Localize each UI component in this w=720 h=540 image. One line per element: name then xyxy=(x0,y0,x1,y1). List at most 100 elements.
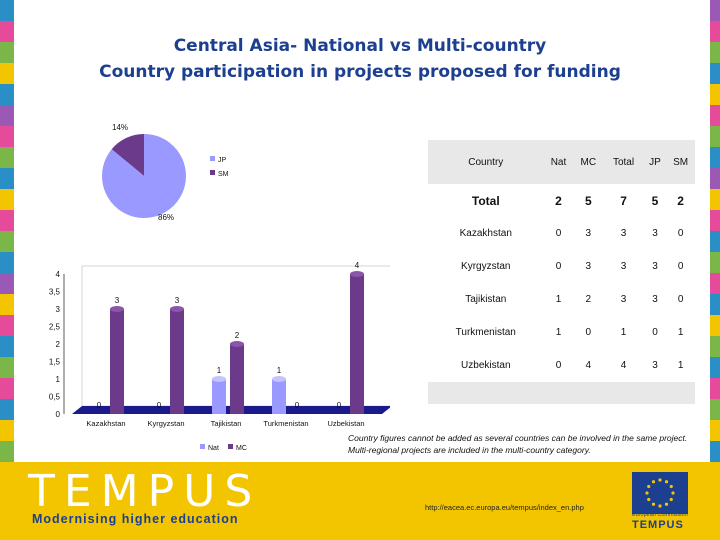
website-link[interactable]: http://eacea.ec.europa.eu/tempus/index_e… xyxy=(425,503,584,512)
eu-commission-label: European Commission xyxy=(632,512,688,518)
table-cell: 7 xyxy=(603,184,644,217)
table-cell: 0 xyxy=(666,283,695,316)
bar-legend-nat: Nat xyxy=(208,445,219,452)
table-cell: 1 xyxy=(543,283,574,316)
table-row: Total 2 5 7 5 2 xyxy=(428,184,695,217)
bar-value-label: 0 xyxy=(157,401,162,410)
footer-band xyxy=(0,462,720,540)
table-header-cell: MC xyxy=(573,140,604,184)
table-cell: Kazakhstan xyxy=(428,217,544,250)
table-row: Tajikistan 1 2 3 3 0 xyxy=(428,283,695,316)
participation-table: Country Nat MC Total JP SM Total 2 5 7 5 2 Kazakhsta… xyxy=(428,140,695,404)
x-tick-label: Kyrgyzstan xyxy=(147,419,184,428)
slide-title-line1: Central Asia- National vs Multi-country xyxy=(173,36,547,56)
y-tick-label: 3,5 xyxy=(49,288,61,297)
table-cell: 3 xyxy=(573,250,604,283)
table-cell: Tajikistan xyxy=(428,283,544,316)
y-tick-label: 1 xyxy=(56,375,61,384)
table-cell: Turkmenistan xyxy=(428,316,544,349)
tempus-slogan: Modernising higher education xyxy=(32,512,239,526)
table-cell: 0 xyxy=(666,250,695,283)
table-row: Uzbekistan 0 4 4 3 1 xyxy=(428,349,695,382)
table-cell: 3 xyxy=(643,250,667,283)
table-cell: 3 xyxy=(603,250,644,283)
table-cell: 3 xyxy=(573,217,604,250)
bar-mc-uzbekistan xyxy=(350,271,364,414)
footnote-line1: Country figures cannot be added as sever… xyxy=(348,433,688,443)
left-decorative-stripe xyxy=(0,0,14,462)
table-cell: 5 xyxy=(643,184,667,217)
y-tick-label: 0,5 xyxy=(49,393,61,402)
bar-value-label: 0 xyxy=(295,401,300,410)
eu-flag-icon xyxy=(632,472,688,514)
pie-label-sm: 14% xyxy=(112,123,128,132)
y-tick-label: 0 xyxy=(56,410,61,419)
table-cell: Total xyxy=(428,184,544,217)
bar-value-label: 1 xyxy=(277,366,282,375)
table-header-cell: SM xyxy=(666,140,695,184)
table-row: Kazakhstan 0 3 3 3 0 xyxy=(428,217,695,250)
table-blank-row xyxy=(428,382,695,404)
table-cell: 0 xyxy=(666,217,695,250)
table-header-cell: Total xyxy=(603,140,644,184)
bar-value-label: 0 xyxy=(97,401,102,410)
table-cell: 2 xyxy=(573,283,604,316)
pie-legend-swatch-jp xyxy=(210,156,215,161)
bar-legend-mc: MC xyxy=(236,445,247,452)
table-row: Turkmenistan 1 0 1 0 1 xyxy=(428,316,695,349)
pie-chart: 14% 86% JP SM xyxy=(102,123,229,222)
table-cell: 0 xyxy=(543,217,574,250)
table-cell: 2 xyxy=(666,184,695,217)
y-tick-label: 3 xyxy=(56,305,61,314)
bar-nat-turkmenistan xyxy=(272,376,286,414)
bar-legend-swatch-mc xyxy=(228,444,233,449)
pie-slice-sm xyxy=(111,134,144,176)
table-cell: 4 xyxy=(573,349,604,382)
pie-legend-jp: JP xyxy=(218,157,227,164)
bar-mc-kazakhstan xyxy=(110,306,124,414)
eu-tempus-label: TEMPUS xyxy=(632,519,684,531)
y-tick-label: 2 xyxy=(56,340,61,349)
y-tick-label: 4 xyxy=(56,270,61,279)
bar-legend-swatch-nat xyxy=(200,444,205,449)
bar-chart: 0 0,5 1 1,5 2 2,5 3 3,5 4 0 3 Kazakhstan 0 3 Kyrgyzsta… xyxy=(49,261,390,452)
bar-chart-backwall xyxy=(81,265,390,407)
table-cell: 3 xyxy=(643,283,667,316)
table-cell: 0 xyxy=(643,316,667,349)
y-tick-label: 2,5 xyxy=(49,323,61,332)
bar-mc-tajikistan xyxy=(230,341,244,414)
table-header-cell: JP xyxy=(643,140,667,184)
table-header-row: Country Nat MC Total JP SM xyxy=(428,140,695,184)
x-tick-label: Tajikistan xyxy=(211,419,242,428)
pie-legend-swatch-sm xyxy=(210,170,215,175)
table-cell: 3 xyxy=(603,283,644,316)
table-cell: 3 xyxy=(603,217,644,250)
x-tick-label: Turkmenistan xyxy=(263,419,308,428)
table-cell: 1 xyxy=(666,316,695,349)
x-tick-label: Kazakhstan xyxy=(86,419,125,428)
table-cell: 1 xyxy=(666,349,695,382)
pie-slice-jp xyxy=(102,134,186,218)
table-cell: 4 xyxy=(603,349,644,382)
bar-nat-tajikistan xyxy=(212,376,226,414)
table-header-cell: Country xyxy=(428,140,544,184)
table-cell: 0 xyxy=(543,250,574,283)
table-cell: 3 xyxy=(643,349,667,382)
bar-value-label: 3 xyxy=(175,296,180,305)
footnote: Country figures cannot be added as sever… xyxy=(348,432,718,456)
table-header-cell: Nat xyxy=(543,140,574,184)
bar-mc-kyrgyzstan xyxy=(170,306,184,414)
right-decorative-stripe xyxy=(710,0,720,462)
bar-value-label: 3 xyxy=(115,296,120,305)
pie-legend-sm: SM xyxy=(218,171,229,178)
table-row: Kyrgyzstan 0 3 3 3 0 xyxy=(428,250,695,283)
table-cell: 2 xyxy=(543,184,574,217)
table-cell: 0 xyxy=(573,316,604,349)
slide-title-line2: Country participation in projects propos… xyxy=(99,62,621,82)
table-cell: Kyrgyzstan xyxy=(428,250,544,283)
table-cell: 0 xyxy=(543,349,574,382)
bar-value-label: 2 xyxy=(235,331,240,340)
tempus-logo: TEMPUS xyxy=(28,466,262,517)
table-cell: 5 xyxy=(573,184,604,217)
pie-label-jp: 86% xyxy=(158,213,174,222)
